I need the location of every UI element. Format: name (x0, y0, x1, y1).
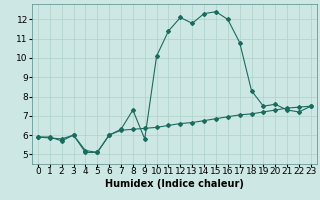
X-axis label: Humidex (Indice chaleur): Humidex (Indice chaleur) (105, 179, 244, 189)
